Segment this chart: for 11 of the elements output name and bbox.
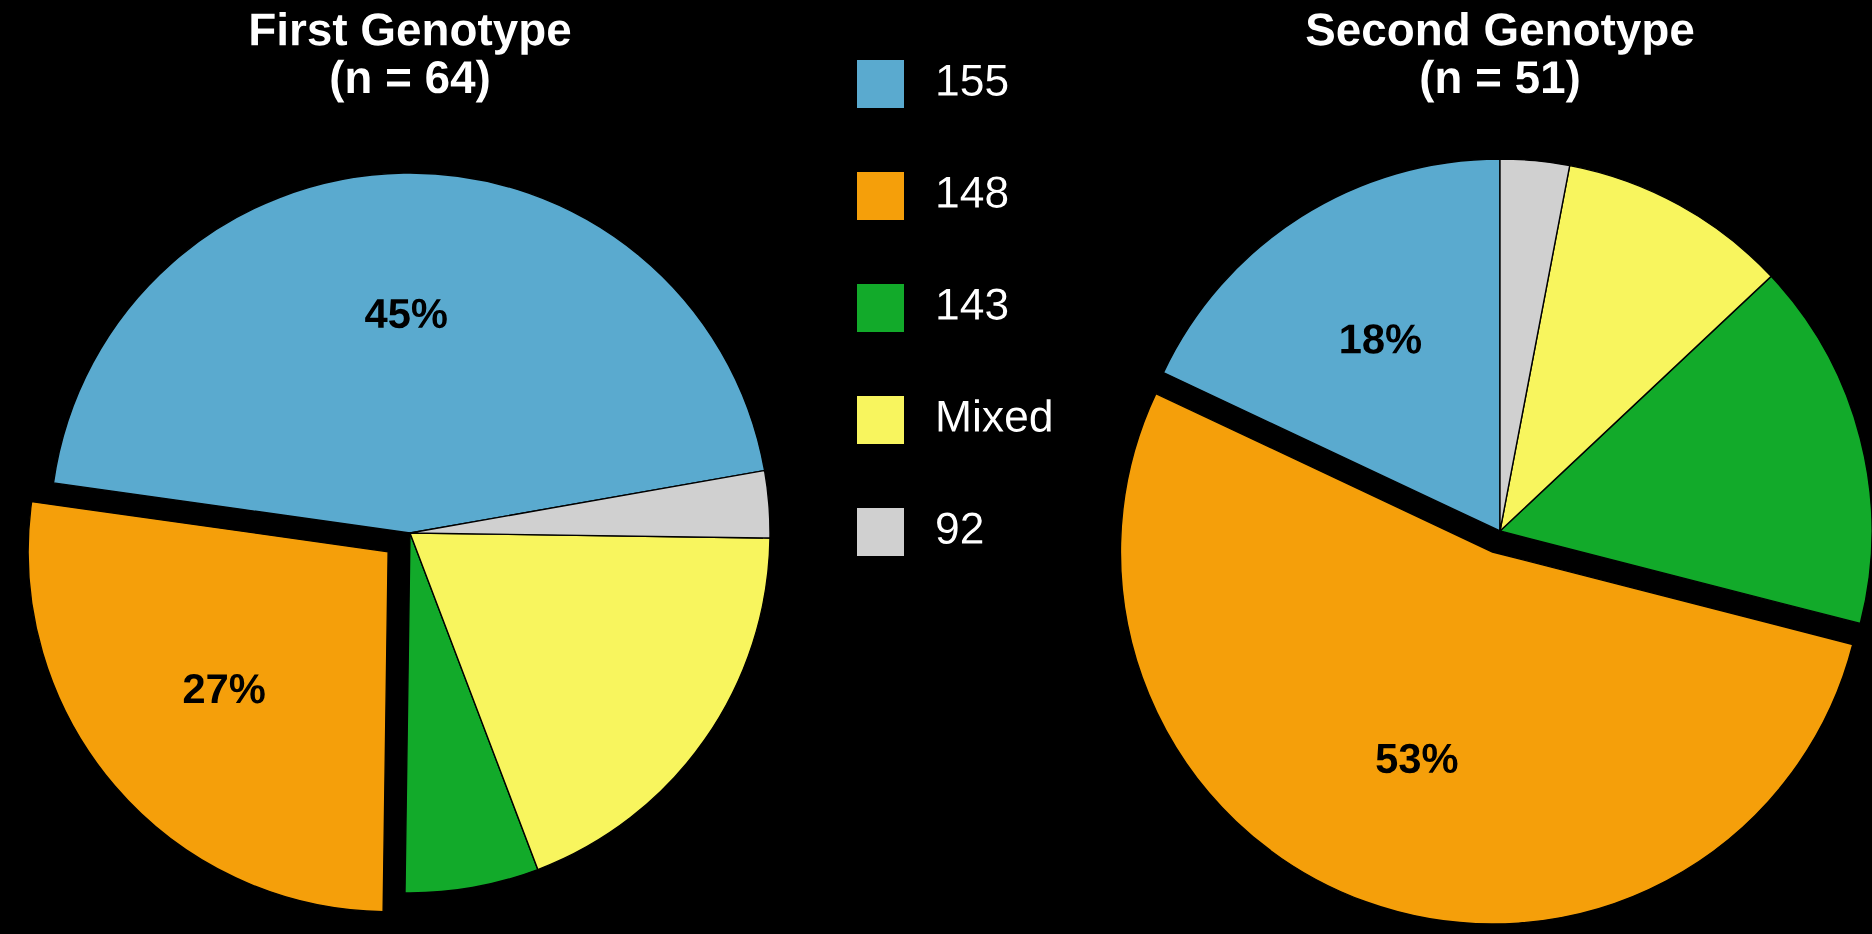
data-label: 18% (1341, 324, 1421, 354)
legend-label: 143 (938, 288, 1008, 320)
chart-title: Second Genotype (n = 51) (1306, 12, 1694, 103)
data-label: 45% (365, 298, 447, 329)
data-label: 53% (1376, 743, 1458, 774)
legend-label: 92 (937, 512, 983, 544)
data-label: 27% (183, 673, 265, 704)
legend-label: Mixed (938, 399, 1051, 432)
chart-title: First Genotype (n = 64) (251, 12, 571, 103)
legend-label: 155 (938, 64, 1008, 96)
legend-label: 148 (938, 176, 1008, 208)
